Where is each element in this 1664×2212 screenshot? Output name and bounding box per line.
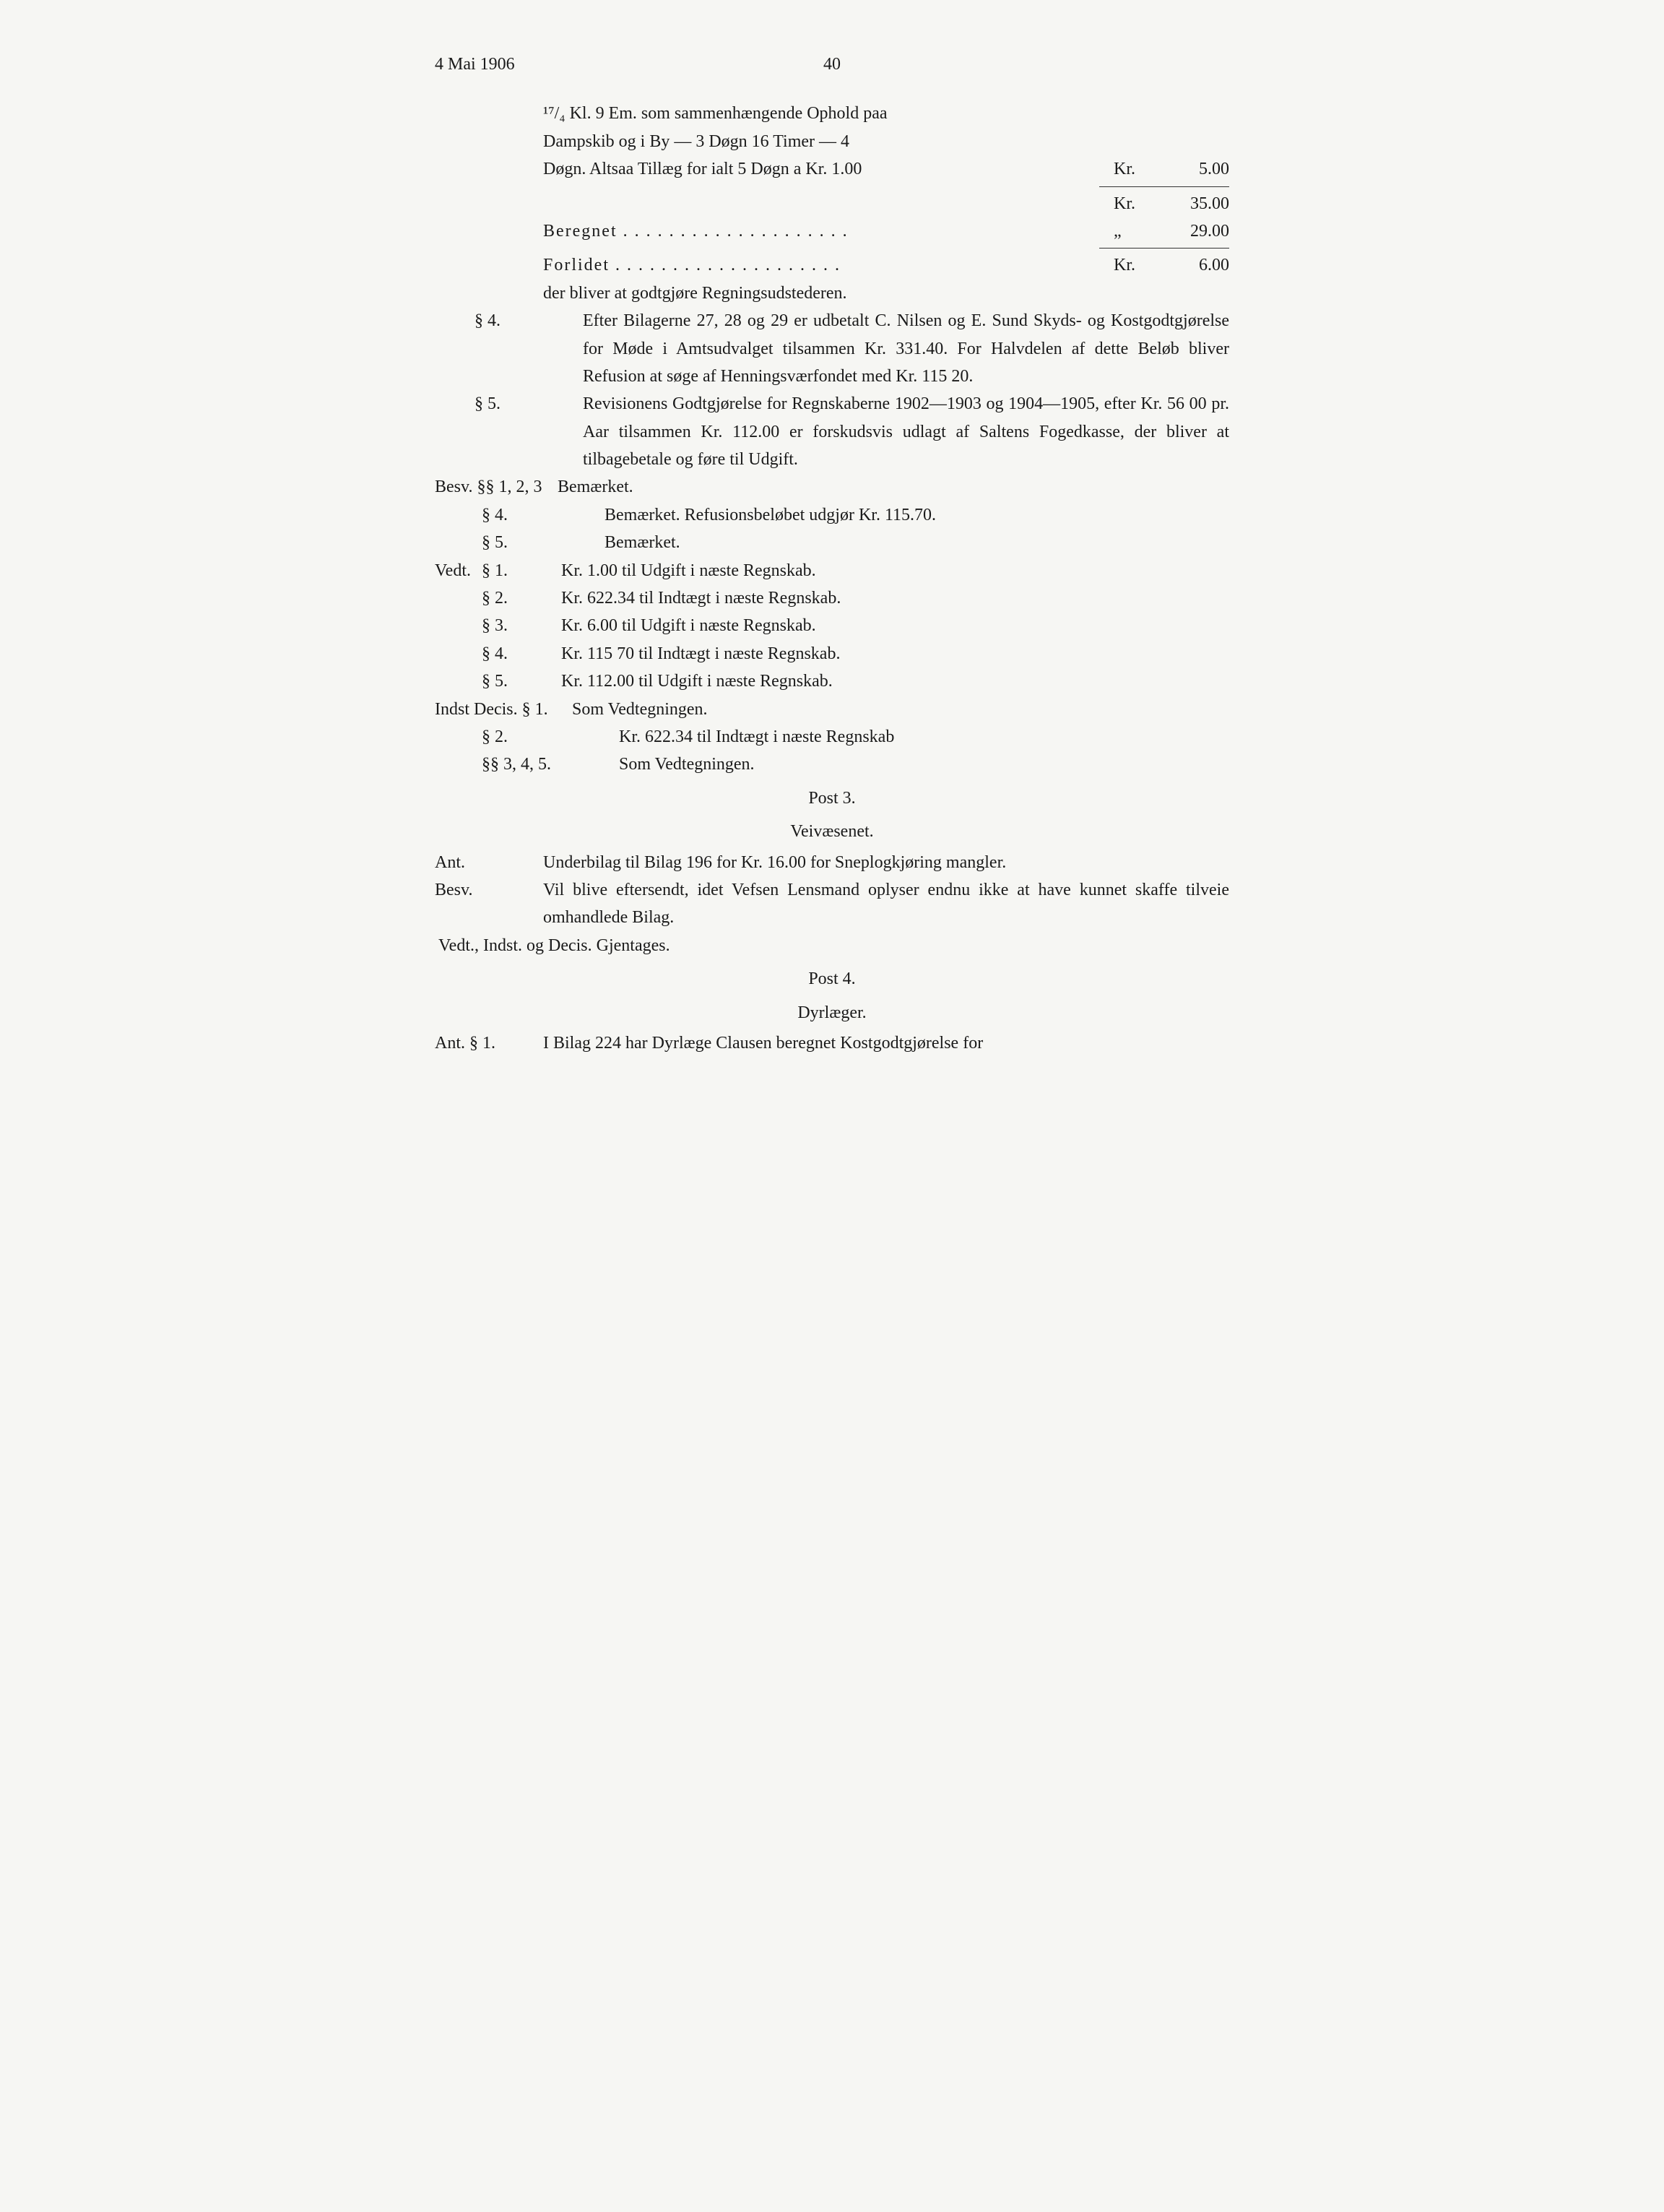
beregnet-val: 29.00 [1157, 217, 1229, 245]
block1-line1c-kr: Kr. [1099, 155, 1157, 183]
post3-besv-label: Besv. [435, 876, 543, 904]
vedt-r5-text: Kr. 112.00 til Udgift i næste Regnskab. [561, 668, 1229, 695]
besv-label3: § 5. [435, 529, 604, 556]
sum-val: 35.00 [1157, 190, 1229, 217]
para5-row: § 5. Revisionens Godtgjørelse for Regnsk… [435, 390, 1229, 473]
block1-line1c: Døgn. Altsaa Tillæg for ialt 5 Døgn a Kr… [543, 155, 1229, 183]
indst-row2: § 2. Kr. 622.34 til Indtægt i næste Regn… [435, 723, 1229, 751]
post4-ant-text: I Bilag 224 har Dyrlæge Clausen beregnet… [543, 1029, 1229, 1057]
vedt-r3-label: § 3. [478, 612, 561, 639]
vedt-r1-label: § 1. [478, 557, 561, 584]
vedt-r4-text: Kr. 115 70 til Indtægt i næste Regnskab. [561, 640, 1229, 668]
indst-text2: Kr. 622.34 til Indtægt i næste Regnskab [619, 723, 1229, 751]
post3-ant-text: Underbilag til Bilag 196 for Kr. 16.00 f… [543, 849, 1229, 876]
forlidet-note: der bliver at godtgjøre Regningsudsteder… [543, 280, 1229, 307]
vedt-r5-label: § 5. [478, 668, 561, 695]
rule-after-beregnet [543, 245, 1229, 251]
vedt-row5: § 5. Kr. 112.00 til Udgift i næste Regns… [435, 668, 1229, 695]
page-header: 4 Mai 1906 40 [435, 51, 1229, 78]
vedt-r2-label: § 2. [478, 584, 561, 612]
vedt-row4: § 4. Kr. 115 70 til Indtægt i næste Regn… [435, 640, 1229, 668]
post3-besv-text: Vil blive eftersendt, idet Vefsen Lensma… [543, 876, 1229, 932]
forlidet-row: Forlidet . . . . . . . . . . . . . . . .… [543, 251, 1229, 279]
para4-label: § 4. [435, 307, 583, 334]
besv-label1: Besv. §§ 1, 2, 3 [435, 473, 558, 501]
indst-text3: Som Vedtegningen. [619, 751, 1229, 778]
beregnet-row: Beregnet . . . . . . . . . . . . . . . .… [543, 217, 1229, 245]
sum-kr: Kr. [1099, 190, 1157, 217]
besv-label2: § 4. [435, 501, 604, 529]
para4-row: § 4. Efter Bilagerne 27, 28 og 29 er udb… [435, 307, 1229, 390]
page-content: 4 Mai 1906 40 ¹⁷/₄ Kl. 9 Em. som sammenh… [435, 51, 1229, 1057]
indst-label3: §§ 3, 4, 5. [435, 751, 619, 778]
indst-row3: §§ 3, 4, 5. Som Vedtegningen. [435, 751, 1229, 778]
block1-line1a: ¹⁷/₄ Kl. 9 Em. som sammenhængende Ophold… [543, 100, 1229, 127]
vedt-row2: § 2. Kr. 622.34 til Indtægt i næste Regn… [435, 584, 1229, 612]
indst-label2: § 2. [435, 723, 619, 751]
forlidet-kr: Kr. [1099, 251, 1157, 279]
besv-row3: § 5. Bemærket. [435, 529, 1229, 556]
beregnet-text: Beregnet . . . . . . . . . . . . . . . .… [543, 217, 1099, 245]
vedt-row1: Vedt. § 1. Kr. 1.00 til Udgift i næste R… [435, 557, 1229, 584]
sum-row: Kr. 35.00 [1099, 186, 1229, 217]
block1: ¹⁷/₄ Kl. 9 Em. som sammenhængende Ophold… [435, 100, 1229, 307]
vedt-r2-text: Kr. 622.34 til Indtægt i næste Regnskab. [561, 584, 1229, 612]
post3-subheading: Veivæsenet. [435, 818, 1229, 845]
para5-label: § 5. [435, 390, 583, 418]
vedt-r1-text: Kr. 1.00 til Udgift i næste Regnskab. [561, 557, 1229, 584]
post3-ant-row: Ant. Underbilag til Bilag 196 for Kr. 16… [435, 849, 1229, 876]
post4-ant-row: Ant. § 1. I Bilag 224 har Dyrlæge Clause… [435, 1029, 1229, 1057]
besv-row2: § 4. Bemærket. Refusionsbeløbet udgjør K… [435, 501, 1229, 529]
block1-line1b: Dampskib og i By — 3 Døgn 16 Timer — 4 [543, 128, 1229, 155]
post3-heading: Post 3. [435, 785, 1229, 812]
vedt-row3: § 3. Kr. 6.00 til Udgift i næste Regnska… [435, 612, 1229, 639]
sum-row-wrapper: Kr. 35.00 [543, 183, 1229, 217]
vedt-heading: Vedt. [435, 557, 478, 584]
post4-subheading: Dyrlæger. [435, 999, 1229, 1027]
forlidet-val: 6.00 [1157, 251, 1229, 279]
indst-text1: Som Vedtegningen. [572, 696, 1229, 723]
vedt-r4-label: § 4. [478, 640, 561, 668]
post3-vedt-line: Vedt., Indst. og Decis. Gjentages. [438, 932, 1229, 959]
beregnet-kr: „ [1099, 217, 1157, 245]
block1-line1c-text: Døgn. Altsaa Tillæg for ialt 5 Døgn a Kr… [543, 155, 1099, 183]
para4-text: Efter Bilagerne 27, 28 og 29 er udbetalt… [583, 307, 1229, 390]
besv-text1: Bemærket. [558, 473, 1229, 501]
indst-row1: Indst Decis. § 1. Som Vedtegningen. [435, 696, 1229, 723]
post4-ant-label: Ant. § 1. [435, 1029, 543, 1057]
para5-text: Revisionens Godtgjørelse for Regnskabern… [583, 390, 1229, 473]
indst-label1: Indst Decis. § 1. [435, 696, 572, 723]
header-date: 4 Mai 1906 [435, 51, 515, 78]
besv-text3: Bemærket. [604, 529, 1229, 556]
header-page-number: 40 [823, 51, 841, 78]
post3-ant-label: Ant. [435, 849, 543, 876]
post4-heading: Post 4. [435, 965, 1229, 993]
post3-besv-row: Besv. Vil blive eftersendt, idet Vefsen … [435, 876, 1229, 932]
besv-row1: Besv. §§ 1, 2, 3 Bemærket. [435, 473, 1229, 501]
besv-text2: Bemærket. Refusionsbeløbet udgjør Kr. 11… [604, 501, 1229, 529]
forlidet-text: Forlidet . . . . . . . . . . . . . . . .… [543, 251, 1099, 279]
vedt-r3-text: Kr. 6.00 til Udgift i næste Regnskab. [561, 612, 1229, 639]
block1-line1c-val: 5.00 [1157, 155, 1229, 183]
